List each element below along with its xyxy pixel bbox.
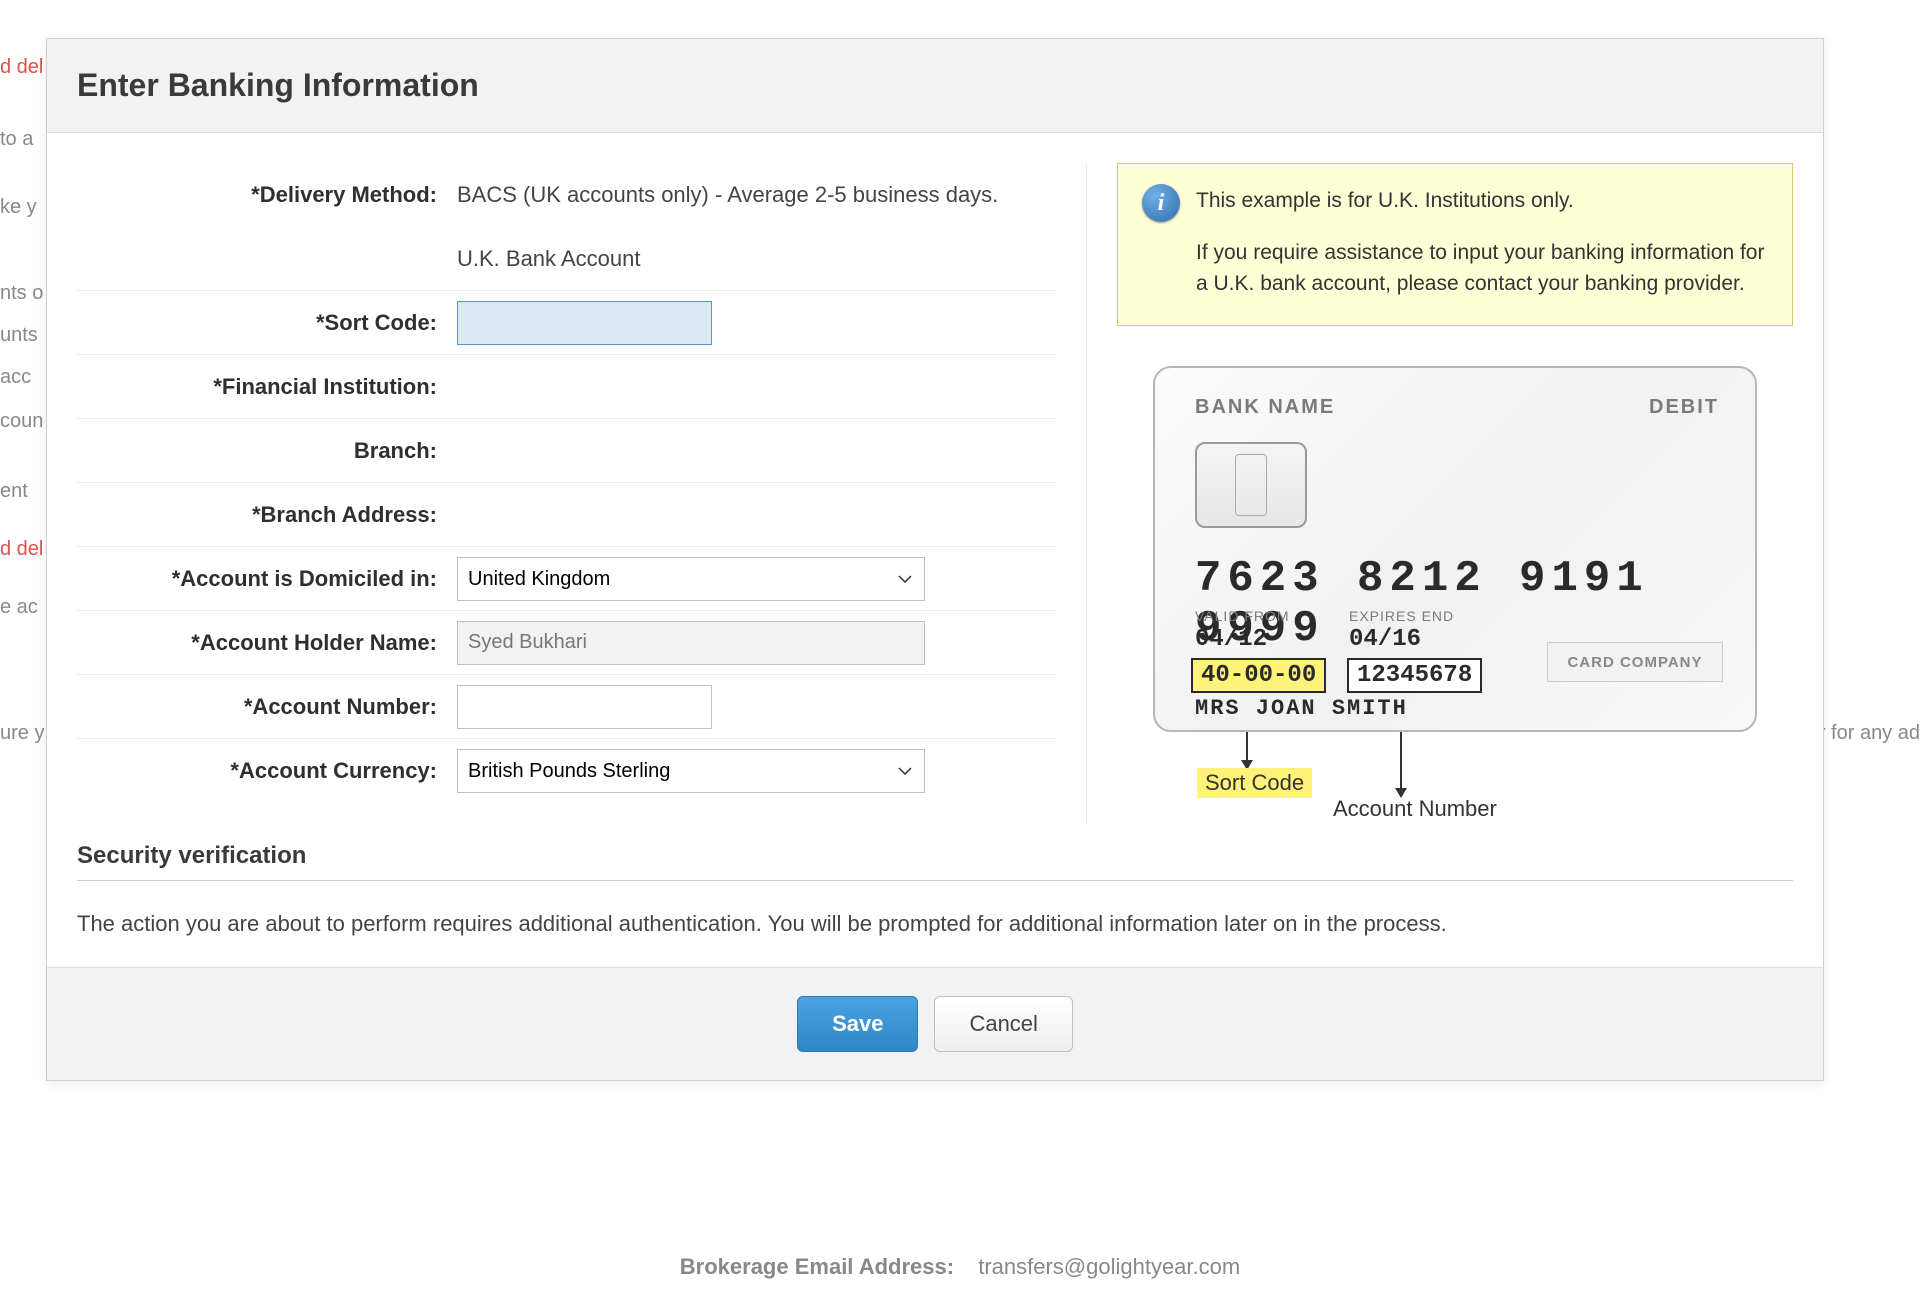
card-company: CARD COMPANY: [1547, 642, 1723, 682]
footer-line: Brokerage Email Address: transfers@golig…: [0, 1254, 1920, 1280]
form-column: *Delivery Method: BACS (UK accounts only…: [77, 163, 1087, 822]
delivery-method-value: BACS (UK accounts only) - Average 2-5 bu…: [457, 182, 1056, 208]
currency-label: *Account Currency:: [77, 758, 457, 784]
valid-from-value: 04/12: [1195, 626, 1267, 653]
branch-label: Branch:: [77, 438, 457, 464]
example-card-wrap: BANK NAME DEBIT 7623 8212 9191 9999 VALI…: [1117, 366, 1793, 822]
card-number: 7623 8212 9191 9999: [1195, 554, 1755, 654]
card-debit-label: DEBIT: [1649, 396, 1719, 419]
branch-address-label: *Branch Address:: [77, 502, 457, 528]
save-button[interactable]: Save: [797, 996, 918, 1052]
banking-info-modal: Enter Banking Information *Delivery Meth…: [46, 38, 1824, 1081]
sort-code-input[interactable]: [457, 301, 712, 345]
security-header: Security verification: [77, 842, 1793, 881]
card-bank-name: BANK NAME: [1195, 396, 1335, 419]
footer-value: transfers@golightyear.com: [978, 1254, 1240, 1279]
valid-from-label: VALID FROM: [1195, 608, 1290, 624]
expires-value: 04/16: [1349, 626, 1421, 653]
info-box: i This example is for U.K. Institutions …: [1117, 163, 1793, 326]
info-line-2: If you require assistance to input your …: [1196, 238, 1766, 299]
help-column: i This example is for U.K. Institutions …: [1087, 163, 1793, 822]
footer-label: Brokerage Email Address:: [680, 1254, 954, 1279]
card-sort-code: 40-00-00: [1191, 658, 1326, 693]
info-line-1: This example is for U.K. Institutions on…: [1196, 186, 1766, 216]
domicile-select[interactable]: United Kingdom: [457, 557, 925, 601]
holder-input: [457, 621, 925, 665]
sort-code-callout: Sort Code: [1197, 768, 1312, 798]
modal-footer: Save Cancel: [47, 967, 1823, 1080]
holder-label: *Account Holder Name:: [77, 630, 457, 656]
currency-select[interactable]: British Pounds Sterling: [457, 749, 925, 793]
account-number-label: *Account Number:: [77, 694, 457, 720]
card-chip-icon: [1195, 442, 1307, 528]
delivery-method-subvalue: U.K. Bank Account: [457, 246, 1056, 272]
arrow-down-icon: [1391, 732, 1411, 800]
modal-title: Enter Banking Information: [77, 67, 1793, 104]
example-card: BANK NAME DEBIT 7623 8212 9191 9999 VALI…: [1153, 366, 1757, 732]
security-section: Security verification The action you are…: [47, 842, 1823, 967]
arrow-down-icon: [1237, 732, 1257, 772]
account-number-input[interactable]: [457, 685, 712, 729]
cancel-button[interactable]: Cancel: [934, 996, 1072, 1052]
modal-header: Enter Banking Information: [47, 39, 1823, 133]
security-text: The action you are about to perform requ…: [77, 911, 1793, 937]
account-number-callout: Account Number: [1333, 796, 1497, 822]
delivery-method-label: *Delivery Method:: [77, 182, 457, 208]
expires-label: EXPIRES END: [1349, 608, 1454, 624]
card-account-number: 12345678: [1347, 658, 1482, 693]
sort-code-label: *Sort Code:: [77, 310, 457, 336]
card-holder: MRS JOAN SMITH: [1195, 696, 1408, 721]
domicile-label: *Account is Domiciled in:: [77, 566, 457, 592]
info-icon: i: [1142, 184, 1180, 222]
financial-institution-label: *Financial Institution:: [77, 374, 457, 400]
